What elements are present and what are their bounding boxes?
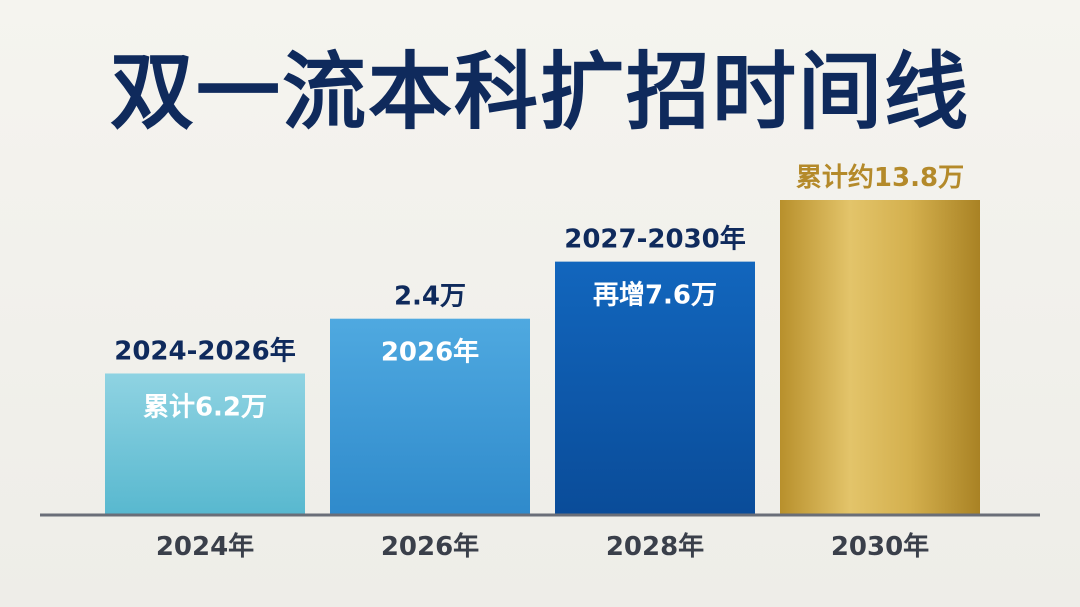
bars-layer — [105, 200, 980, 515]
bar-label-above-2: 2.4万 — [394, 282, 466, 312]
chart-title: 双一流本科扩招时间线 — [109, 43, 970, 141]
bar-label-above-4: 累计约13.8万 — [796, 162, 964, 193]
bar-3 — [555, 261, 755, 515]
bar-1 — [105, 373, 305, 515]
ticks-layer: 2024年 2026年 2028年 2030年 — [156, 531, 929, 562]
x-tick-label-2: 2026年 — [381, 531, 479, 562]
x-tick-label-1: 2024年 — [156, 531, 254, 562]
bar-label-above-1: 2024-2026年 — [114, 335, 296, 366]
x-tick-label-3: 2028年 — [606, 531, 704, 562]
bar-label-inside-1: 累计6.2万 — [143, 392, 267, 422]
bar-2 — [330, 318, 530, 515]
x-tick-label-4: 2030年 — [831, 531, 929, 562]
bar-label-inside-2: 2026年 — [381, 337, 479, 368]
bar-4 — [780, 200, 980, 515]
bar-label-above-3: 2027-2030年 — [564, 224, 746, 255]
bar-label-inside-3: 再增7.6万 — [593, 280, 717, 311]
